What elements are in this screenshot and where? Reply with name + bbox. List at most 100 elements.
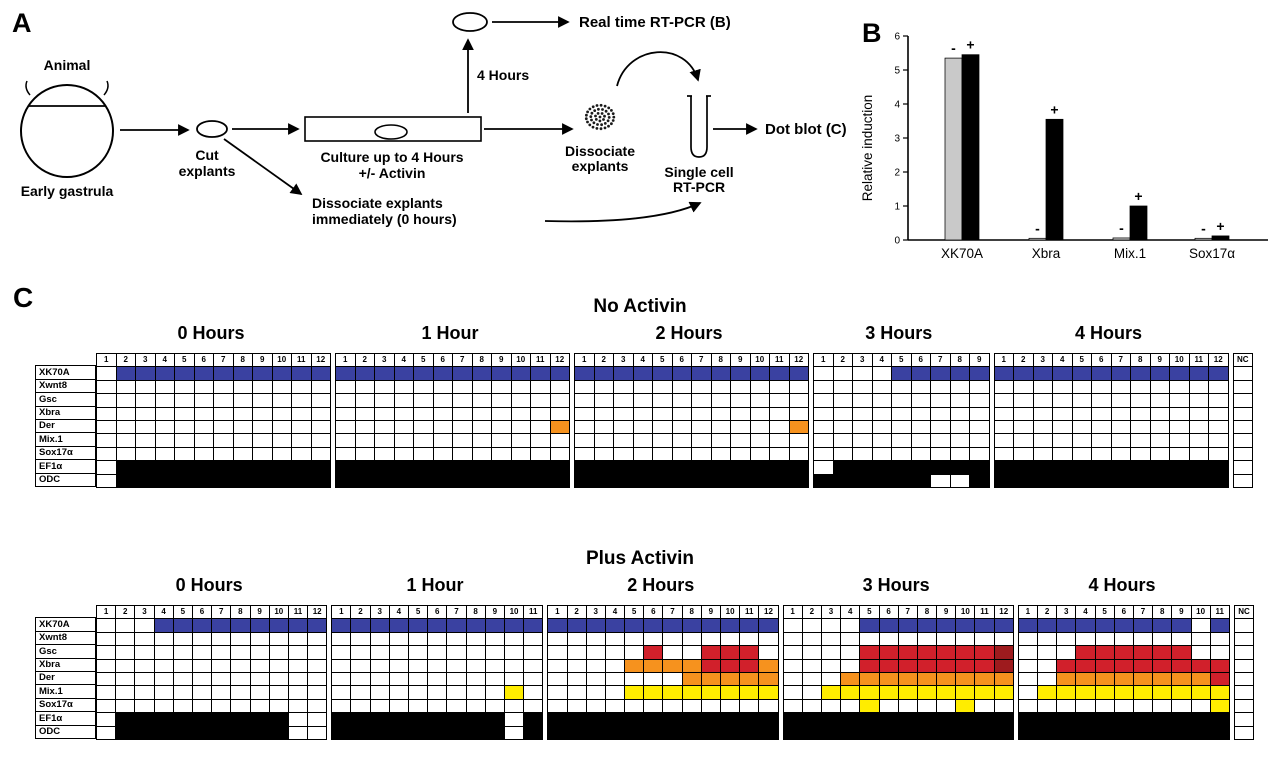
blot-cell bbox=[369, 631, 390, 647]
time-point-label: 0 Hours bbox=[177, 323, 245, 343]
blot-cell bbox=[549, 433, 570, 448]
blot-cell bbox=[291, 446, 312, 462]
blot-cell bbox=[871, 460, 892, 475]
blot-cell bbox=[350, 671, 371, 687]
arrow-cells-into-tube bbox=[616, 51, 701, 87]
blot-cell bbox=[671, 406, 692, 421]
column-header: 7 bbox=[446, 604, 467, 620]
column-header: 11 bbox=[287, 604, 309, 620]
blot-cell bbox=[1091, 379, 1112, 395]
blot-cell bbox=[652, 366, 673, 381]
blot-cell bbox=[174, 473, 195, 488]
column-header: 11 bbox=[769, 352, 790, 368]
cell-dot bbox=[603, 104, 607, 108]
blot-cell bbox=[1036, 618, 1058, 633]
blot-cell bbox=[291, 433, 312, 448]
blot-cell bbox=[1190, 725, 1211, 740]
blot-grid-no-activin: XK70A Xwnt8 Gsc Xbra Der Mix.1 Sox17α EF1α ODC 1 2… bbox=[35, 352, 1253, 488]
blot-cell bbox=[271, 419, 292, 435]
blot-cell bbox=[878, 645, 899, 660]
blot-cell bbox=[1152, 658, 1173, 673]
column-header: 6 bbox=[671, 352, 692, 368]
blot-cell bbox=[652, 460, 673, 475]
blot-cell bbox=[730, 419, 751, 435]
blot-cell bbox=[878, 712, 899, 727]
column-header: 10 bbox=[510, 352, 531, 368]
blot-cell bbox=[291, 393, 312, 408]
blot-cell bbox=[574, 460, 595, 475]
cell-dot bbox=[601, 108, 604, 111]
blot-group: 1 2 3 4 5 6 7 8 9 10 11 12 bbox=[547, 604, 779, 740]
blot-cell bbox=[1056, 725, 1077, 740]
blot-cell bbox=[859, 712, 880, 727]
blot-cell bbox=[432, 473, 453, 488]
blot-cell bbox=[993, 645, 1014, 660]
blot-cell bbox=[115, 446, 136, 462]
bar-sign-label: + bbox=[966, 37, 974, 53]
blot-cell bbox=[413, 366, 434, 381]
blot-cell bbox=[1094, 671, 1115, 687]
blot-cell bbox=[820, 671, 842, 687]
blot-cell bbox=[730, 433, 751, 448]
cut-explants-label-2: explants bbox=[179, 163, 236, 179]
blot-cell bbox=[671, 446, 692, 462]
column-header: 10 bbox=[1169, 352, 1190, 368]
blot-cell bbox=[271, 406, 292, 421]
blot-cell bbox=[1209, 712, 1230, 727]
blot-cell bbox=[585, 618, 606, 633]
blot-cell bbox=[1209, 698, 1230, 714]
blot-cell bbox=[452, 460, 473, 475]
blot-cell bbox=[252, 406, 273, 421]
blot-cell bbox=[135, 393, 156, 408]
blot-cell bbox=[632, 393, 653, 408]
column-header: 7 bbox=[930, 352, 951, 368]
blot-cell bbox=[585, 645, 606, 660]
blot-cell bbox=[95, 618, 117, 633]
blot-cell bbox=[1169, 460, 1190, 475]
blot-cell bbox=[369, 618, 390, 633]
column-header: 9 bbox=[969, 352, 990, 368]
blot-cell bbox=[604, 618, 626, 633]
cell-dot bbox=[607, 106, 611, 110]
blot-cell bbox=[547, 671, 568, 687]
blot-cell bbox=[955, 618, 976, 633]
blot-cell bbox=[374, 393, 395, 408]
blot-cell bbox=[813, 406, 834, 421]
column-header: 2 bbox=[801, 604, 822, 620]
blot-cell bbox=[974, 631, 995, 647]
blot-cell bbox=[852, 419, 873, 435]
blot-cell bbox=[1056, 631, 1077, 647]
blot-cell bbox=[1149, 366, 1170, 381]
blot-cell bbox=[307, 671, 328, 687]
blot-cell bbox=[213, 446, 234, 462]
dissociate-label-1: Dissociate bbox=[565, 143, 635, 159]
blot-cell bbox=[193, 446, 214, 462]
blot-cell bbox=[211, 725, 232, 740]
blot-cell bbox=[891, 460, 912, 475]
blot-cell bbox=[710, 406, 731, 421]
blot-cell bbox=[427, 618, 448, 633]
blot-cell bbox=[1188, 406, 1209, 421]
blot-cell bbox=[1113, 645, 1134, 660]
blot-cell bbox=[832, 446, 853, 462]
column-header: 1 bbox=[782, 604, 803, 620]
blot-cell bbox=[547, 631, 568, 647]
blot-cell bbox=[446, 725, 467, 740]
column-header: 3 bbox=[820, 604, 842, 620]
blot-cell bbox=[115, 671, 136, 687]
blot-cell bbox=[788, 473, 809, 488]
blot-cell bbox=[1188, 433, 1209, 448]
column-header: 12 bbox=[993, 604, 1014, 620]
blot-cell bbox=[730, 460, 751, 475]
blot-cell bbox=[910, 366, 931, 381]
blot-cell bbox=[852, 393, 873, 408]
blot-cell bbox=[432, 446, 453, 462]
blot-cell bbox=[1091, 446, 1112, 462]
blot-cell bbox=[1094, 698, 1115, 714]
blot-cell bbox=[662, 725, 683, 740]
blot-cell bbox=[249, 712, 270, 727]
blot-cell bbox=[993, 618, 1014, 633]
blot-cell bbox=[852, 406, 873, 421]
blot-cell bbox=[95, 698, 117, 714]
